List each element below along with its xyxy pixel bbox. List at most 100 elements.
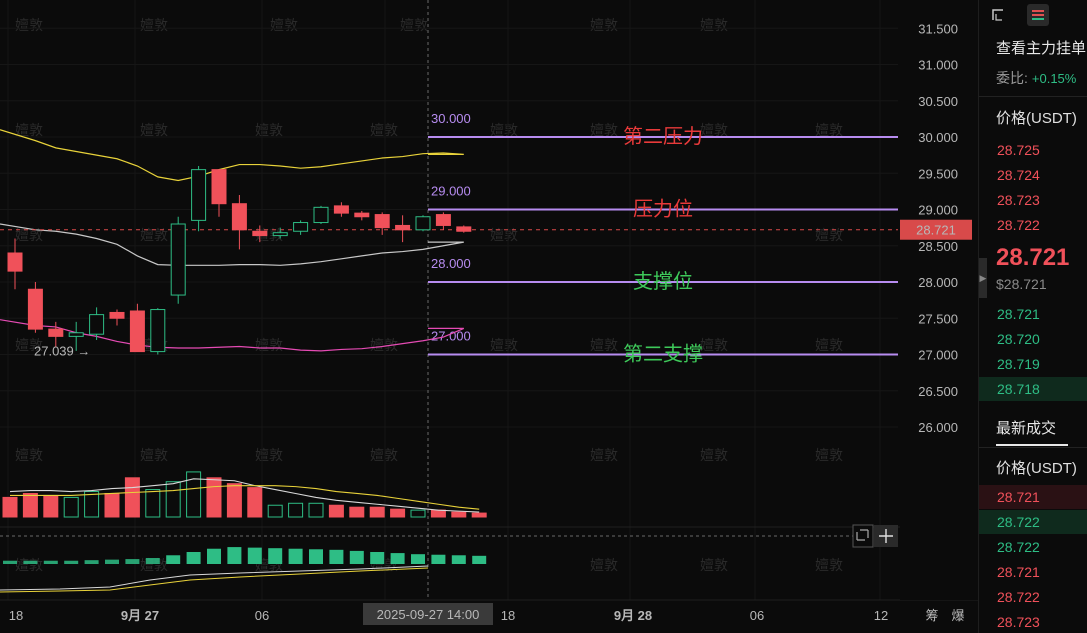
candle-body[interactable]	[354, 212, 370, 218]
candle-body[interactable]	[374, 214, 390, 229]
indicator-bar[interactable]	[23, 560, 38, 564]
volume-bar[interactable]	[267, 504, 283, 518]
candle-body[interactable]	[170, 223, 186, 296]
price-panel[interactable]: 30.000 第二压力 29.000 压力位 28.000 支撑位 27.000 第二支撑 27…	[0, 111, 898, 366]
indicator-bar[interactable]	[105, 559, 119, 564]
bid-row[interactable]: 28.719	[979, 352, 1087, 376]
bid-row[interactable]: 28.720	[979, 327, 1087, 351]
indicator-bar[interactable]	[370, 552, 385, 564]
indicator-bar[interactable]	[309, 549, 323, 564]
volume-bar[interactable]	[124, 477, 140, 518]
trade-row[interactable]: 28.721	[979, 485, 1087, 509]
watermark-text: 嬗敦	[490, 227, 518, 244]
indicator-bar[interactable]	[451, 555, 466, 564]
volume-bar[interactable]	[369, 506, 385, 518]
trade-row[interactable]: 28.721	[979, 560, 1087, 584]
boll-upper-line	[0, 129, 464, 182]
ask-row[interactable]: 28.723	[979, 188, 1087, 212]
volume-bar[interactable]	[247, 487, 263, 518]
indicator-bar[interactable]	[84, 560, 99, 564]
volume-bar[interactable]	[226, 483, 242, 518]
candle-body[interactable]	[435, 214, 451, 226]
volume-bar[interactable]	[471, 512, 487, 518]
indicator-bar[interactable]	[3, 560, 17, 564]
candle-body[interactable]	[68, 332, 84, 337]
volume-bar[interactable]	[22, 492, 38, 518]
volume-bar[interactable]	[165, 481, 181, 518]
expand-icon[interactable]	[852, 524, 874, 548]
candle-body[interactable]	[231, 203, 247, 231]
candle-body[interactable]	[7, 252, 23, 272]
ask-row[interactable]: 28.724	[979, 163, 1087, 187]
candle-body[interactable]	[313, 206, 329, 224]
volume-bar[interactable]	[308, 502, 324, 518]
volume-bar[interactable]	[145, 489, 161, 518]
candle-body[interactable]	[272, 232, 288, 237]
indicator-bar[interactable]	[186, 552, 201, 564]
trade-row[interactable]: 28.722	[979, 585, 1087, 609]
candle-body[interactable]	[191, 169, 207, 221]
indicator-bar[interactable]	[329, 549, 344, 564]
volume-bar[interactable]	[63, 496, 79, 518]
volume-bar[interactable]	[390, 508, 406, 518]
volume-bar[interactable]	[410, 509, 426, 518]
indicator-bar[interactable]	[227, 547, 242, 564]
candle-body[interactable]	[333, 205, 349, 214]
volume-bar[interactable]	[2, 496, 18, 518]
indicator-bar[interactable]	[64, 560, 79, 564]
candle-body[interactable]	[211, 169, 227, 205]
candle-body[interactable]	[293, 222, 309, 232]
volume-bar[interactable]	[288, 502, 304, 518]
tab-latest-trades[interactable]: 最新成交	[996, 420, 1057, 437]
price-axis-tick: 31.500	[918, 21, 958, 36]
kline-chart[interactable]: 嬗敦 嬗敦 嬗敦 嬗敦 嬗敦 嬗敦 嬗敦 嬗敦 嬗敦 嬗敦 嬗敦 嬗敦 嬗敦 嬗敦 嬗敦 嬗敦 嬗敦 嬗敦 嬗敦 嬗敦…	[0, 0, 978, 633]
volume-bar[interactable]	[84, 491, 100, 518]
time-axis-tick: 9月 27	[121, 608, 159, 623]
volume-bar[interactable]	[104, 492, 120, 518]
volume-bar[interactable]	[349, 506, 365, 518]
indicator-bar[interactable]	[166, 555, 181, 564]
trade-row[interactable]: 28.722	[979, 535, 1087, 559]
candle-body[interactable]	[27, 288, 43, 330]
volume-bar[interactable]	[451, 511, 467, 518]
candle-body[interactable]	[415, 216, 431, 231]
collapse-panel-icon[interactable]: ▶	[979, 258, 987, 298]
ask-row[interactable]: 28.722	[979, 213, 1087, 237]
candle-body[interactable]	[252, 230, 268, 237]
ask-row[interactable]: 28.725	[979, 138, 1087, 162]
trade-row[interactable]: 28.722	[979, 510, 1087, 534]
bid-row[interactable]: 28.718	[979, 377, 1087, 401]
candle-body[interactable]	[395, 224, 411, 231]
volume-bar[interactable]	[186, 471, 202, 518]
indicator-bar[interactable]	[125, 559, 140, 564]
indicator-bar[interactable]	[247, 547, 262, 564]
indicator-bar[interactable]	[349, 550, 364, 564]
bid-row[interactable]: 28.721	[979, 302, 1087, 326]
candle-body[interactable]	[129, 310, 145, 353]
ask-row-price: 28.723	[997, 192, 1040, 208]
candle-body[interactable]	[89, 314, 105, 335]
volume-bar[interactable]	[43, 494, 59, 518]
indicator-bar[interactable]	[411, 554, 425, 564]
volume-bar[interactable]	[430, 509, 446, 518]
indicator-bar[interactable]	[390, 553, 405, 564]
candle-body[interactable]	[48, 328, 64, 337]
indicator-bar[interactable]	[268, 548, 283, 564]
trade-row[interactable]: 28.723	[979, 610, 1087, 633]
indicator-bar[interactable]	[43, 560, 58, 564]
volume-panel[interactable]: 255.0k	[2, 471, 972, 519]
indicator-bar[interactable]	[145, 558, 160, 564]
candle-body[interactable]	[109, 311, 125, 319]
indicator-bar[interactable]	[207, 548, 221, 564]
corner-frame-icon[interactable]	[989, 6, 1007, 24]
indicator-bar[interactable]	[288, 548, 303, 564]
candle-body[interactable]	[150, 309, 166, 353]
indicator-bar[interactable]	[472, 555, 487, 564]
orderbook-title[interactable]: 查看主力挂单	[996, 40, 1087, 57]
candle-body[interactable]	[456, 226, 472, 232]
volume-bar[interactable]	[206, 477, 222, 518]
indicator-bar[interactable]	[431, 554, 446, 564]
orderbook-layout-icon[interactable]	[1027, 4, 1049, 26]
volume-bar[interactable]	[328, 504, 344, 518]
